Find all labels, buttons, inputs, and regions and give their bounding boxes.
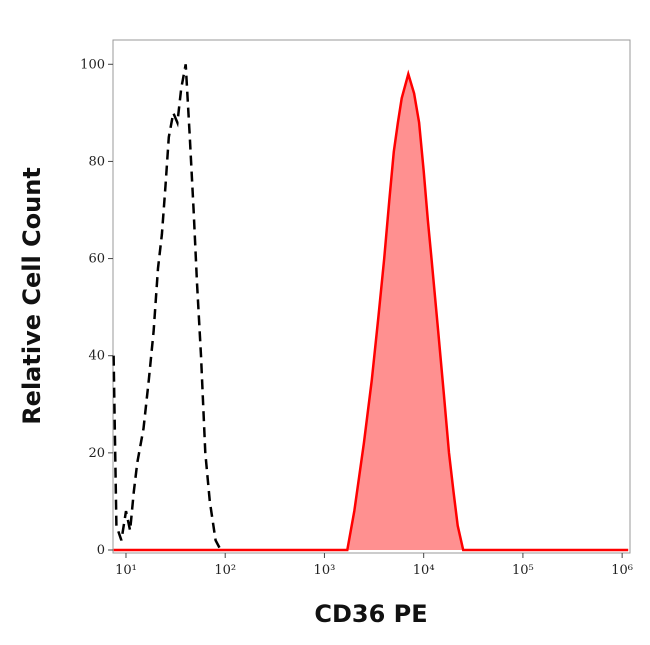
plot-frame — [112, 39, 631, 554]
x-tick-label: 10⁶ — [611, 563, 633, 578]
y-tick-label: 20 — [88, 446, 105, 461]
x-tick-label: 10⁵ — [512, 563, 534, 578]
y-tick-label: 60 — [88, 252, 105, 267]
line — [112, 64, 222, 551]
x-tick-label: 10⁴ — [413, 563, 435, 578]
x-tick-label: 10³ — [314, 563, 336, 578]
y-axis-label: Relative Cell Count — [18, 167, 46, 425]
y-tick-label: 0 — [97, 543, 105, 558]
y-tick-label: 80 — [88, 154, 105, 169]
x-axis-label: CD36 PE — [314, 600, 427, 628]
y-tick-label: 40 — [88, 349, 105, 364]
line — [113, 69, 629, 552]
y-tick-label: 100 — [80, 57, 105, 72]
area — [113, 74, 629, 550]
x-tick-label: 10² — [214, 563, 236, 578]
x-tick-label: 10¹ — [115, 563, 137, 578]
